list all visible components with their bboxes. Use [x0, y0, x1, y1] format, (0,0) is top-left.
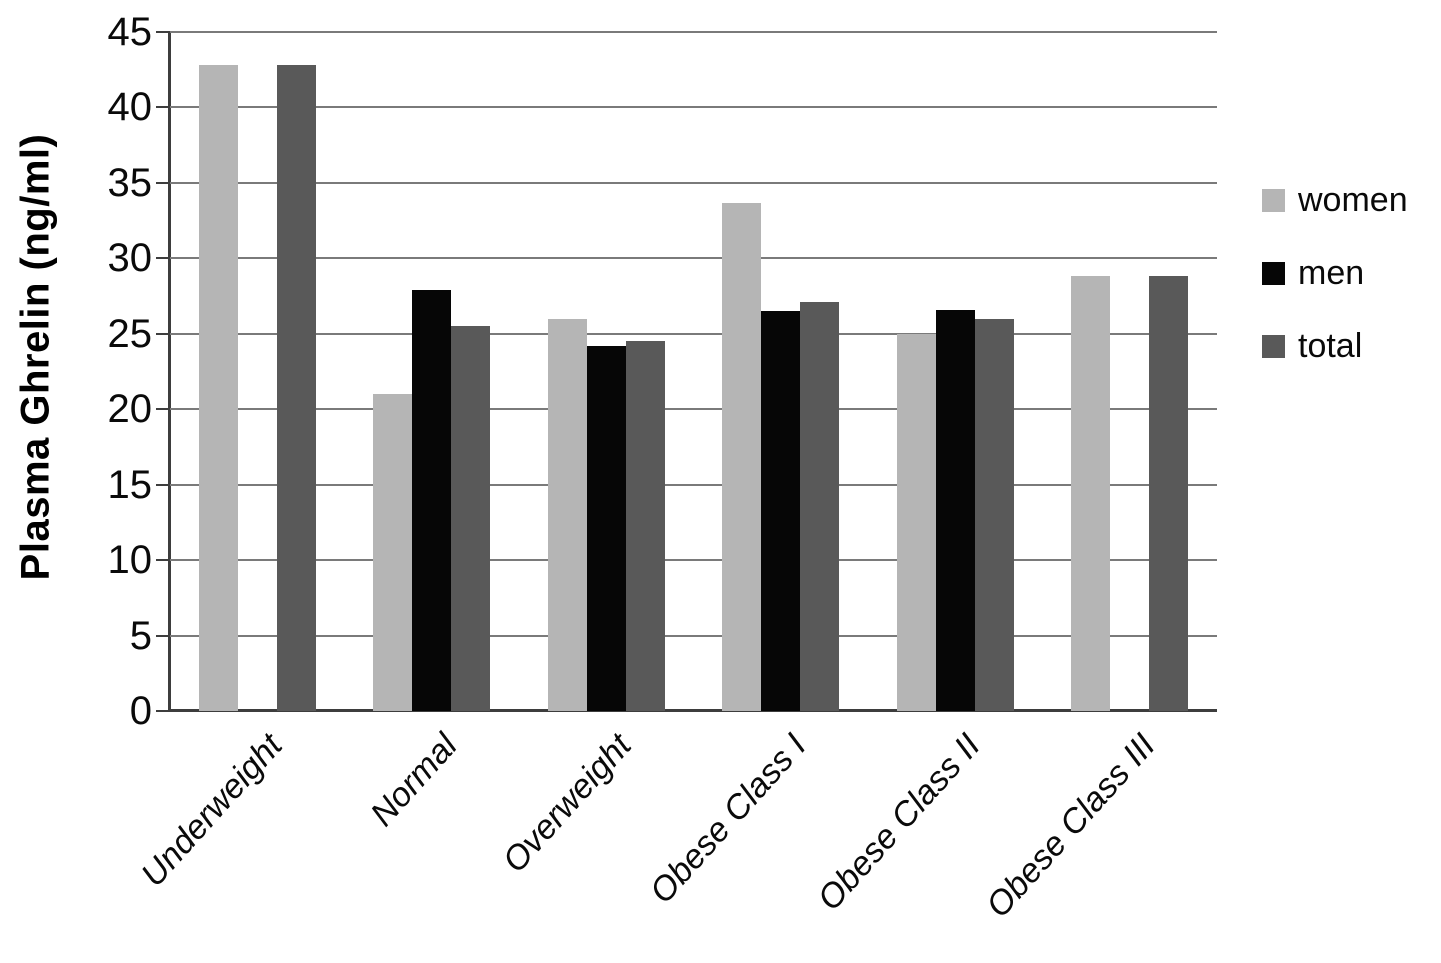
legend-label-total: total — [1298, 327, 1363, 365]
gridline-y40 — [170, 106, 1217, 109]
bar-women-overweight — [547, 318, 587, 711]
x-axis-label-underweight: Underweight — [134, 726, 291, 894]
y-tick-mark-30 — [156, 257, 170, 260]
bar-women-underweight — [198, 65, 238, 711]
y-axis-tick-label-0: 0 — [129, 689, 152, 733]
bar-men-normal — [412, 290, 452, 711]
y-tick-mark-25 — [156, 332, 170, 335]
gridline-y45 — [170, 31, 1217, 33]
y-tick-mark-45 — [156, 31, 170, 33]
bar-women-obese-class-i — [722, 202, 762, 711]
bar-total-overweight — [625, 341, 665, 711]
y-axis-tick-label-20: 20 — [107, 387, 153, 432]
bar-women-normal — [373, 394, 413, 711]
bar-total-underweight — [276, 65, 316, 711]
gridline-y15 — [170, 483, 1217, 486]
y-axis-line — [168, 32, 171, 712]
y-tick-mark-10 — [156, 559, 170, 562]
bar-total-obese-class-iii — [1149, 276, 1189, 711]
gridline-y35 — [170, 181, 1217, 184]
bar-women-obese-class-ii — [896, 333, 936, 711]
y-axis-tick-label-25: 25 — [107, 311, 153, 356]
y-axis-tick-label-40: 40 — [107, 85, 153, 130]
plot-area — [156, 31, 1217, 712]
y-tick-mark-20 — [156, 408, 170, 411]
bar-men-obese-class-i — [761, 311, 801, 711]
bar-total-obese-class-i — [800, 302, 840, 711]
legend-item-women: women — [1262, 180, 1408, 220]
legend-label-men: men — [1298, 254, 1365, 292]
legend-label-women: women — [1298, 181, 1408, 219]
y-axis-title: Plasma Ghrelin (ng/ml) — [13, 133, 58, 581]
gridline-y20 — [170, 408, 1217, 411]
y-tick-mark-40 — [156, 106, 170, 109]
bar-men-overweight — [586, 345, 626, 711]
legend-item-total: total — [1262, 326, 1408, 366]
y-tick-mark-35 — [156, 181, 170, 184]
legend-swatch-men — [1262, 261, 1285, 285]
y-axis-tick-label-5: 5 — [129, 613, 152, 658]
bar-men-obese-class-ii — [935, 309, 975, 711]
y-axis-tick-label-30: 30 — [107, 236, 153, 281]
gridline-y10 — [170, 559, 1217, 562]
gridline-y30 — [170, 257, 1217, 260]
gridline-y5 — [170, 634, 1217, 637]
legend-swatch-total — [1262, 334, 1285, 358]
y-axis-tick-label-45: 45 — [107, 10, 153, 54]
y-axis-tick-label-15: 15 — [107, 462, 153, 507]
bar-total-obese-class-ii — [974, 318, 1014, 711]
legend-swatch-women — [1262, 188, 1285, 212]
bar-total-normal — [451, 326, 491, 711]
y-tick-mark-5 — [156, 634, 170, 637]
y-tick-mark-15 — [156, 483, 170, 486]
x-axis-line — [168, 709, 1217, 712]
y-axis-tick-label-35: 35 — [107, 160, 153, 205]
y-tick-mark-0 — [156, 710, 170, 712]
gridline-y25 — [170, 332, 1217, 335]
legend-item-men: men — [1262, 253, 1408, 293]
legend: women men total — [1262, 180, 1408, 399]
y-axis-tick-label-10: 10 — [107, 538, 153, 583]
bar-women-obese-class-iii — [1071, 276, 1111, 711]
